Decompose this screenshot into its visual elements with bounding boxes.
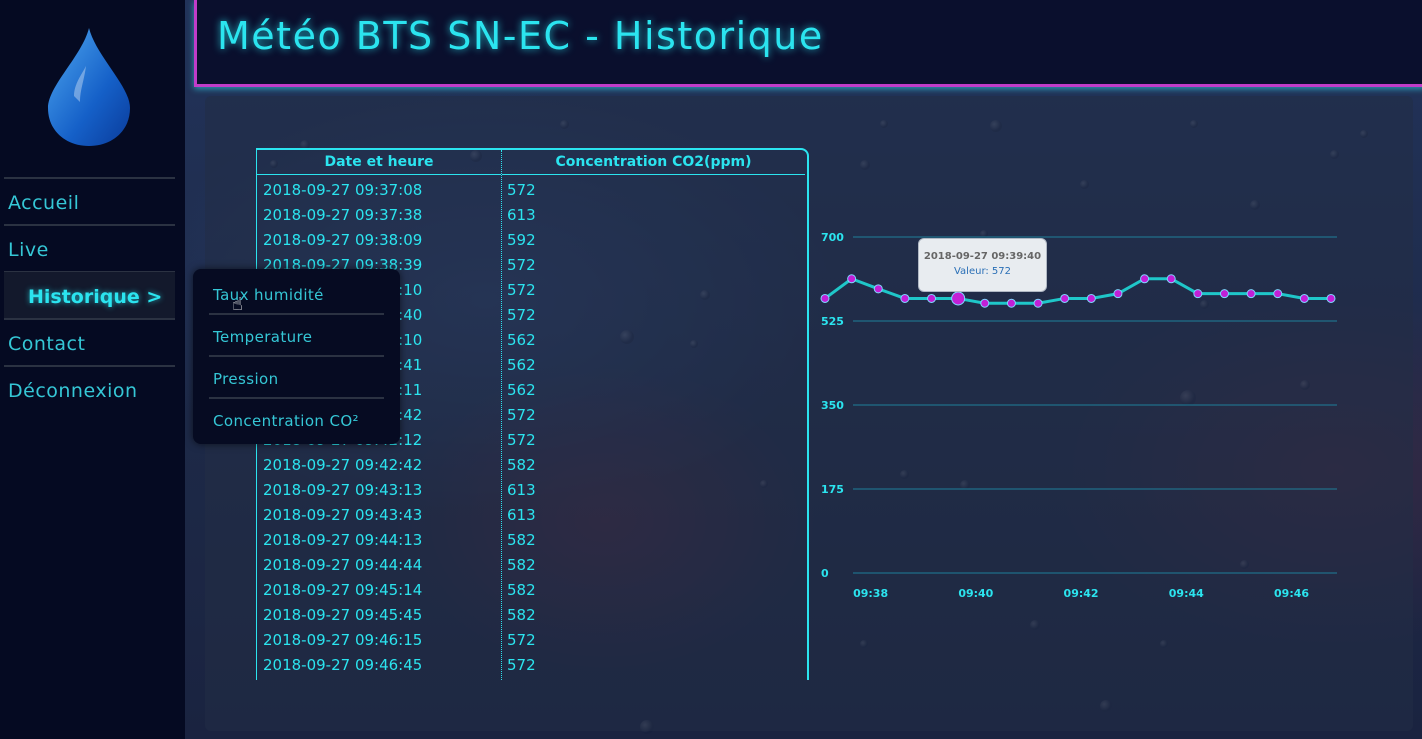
y-tick-label: 525 xyxy=(821,315,844,328)
table-cell-value: 582 xyxy=(507,606,536,624)
submenu-divider xyxy=(209,313,384,315)
historique-submenu: Taux humidité Temperature Pression Conce… xyxy=(193,269,400,444)
table-cell-value: 562 xyxy=(507,356,536,374)
x-tick-label: 09:46 xyxy=(1274,587,1309,600)
table-cell-date: 2018-09-27 09:43:13 xyxy=(263,481,423,499)
page-title: Météo BTS SN-EC - Historique xyxy=(217,14,824,58)
table-cell-value: 572 xyxy=(507,181,536,199)
data-point[interactable] xyxy=(1140,274,1150,284)
table-cell-value: 582 xyxy=(507,531,536,549)
table-cell-value: 572 xyxy=(507,256,536,274)
column-divider xyxy=(501,150,503,680)
table-header-co2: Concentration CO2(ppm) xyxy=(502,150,805,175)
data-point[interactable] xyxy=(1006,298,1016,308)
table-cell-value: 592 xyxy=(507,231,536,249)
table-cell-date: 2018-09-27 09:46:15 xyxy=(263,631,423,649)
table-cell-date: 2018-09-27 09:42:42 xyxy=(263,456,423,474)
x-tick-label: 09:42 xyxy=(1064,587,1099,600)
data-point[interactable] xyxy=(1113,289,1123,299)
nav-deconnexion[interactable]: Déconnexion xyxy=(8,380,138,402)
data-point[interactable] xyxy=(1166,274,1176,284)
nav-historique[interactable]: Historique > xyxy=(4,272,175,320)
submenu-divider xyxy=(209,355,384,357)
tooltip-value: Valeur: 572 xyxy=(953,266,1012,277)
submenu-item-temperature[interactable]: Temperature xyxy=(213,328,313,346)
table-cell-value: 582 xyxy=(507,456,536,474)
y-tick-label: 350 xyxy=(821,399,844,412)
data-point[interactable] xyxy=(951,291,966,306)
table-cell-date: 2018-09-27 09:43:43 xyxy=(263,506,423,524)
page-header: Météo BTS SN-EC - Historique xyxy=(194,0,1422,87)
table-cell-date: 2018-09-27 09:44:44 xyxy=(263,556,423,574)
nav-contact[interactable]: Contact xyxy=(8,333,86,355)
sidebar: Accueil Live Historique > Contact Déconn… xyxy=(0,0,185,739)
submenu-item-humidite[interactable]: Taux humidité xyxy=(213,286,324,304)
nav-historique-label: Historique > xyxy=(28,286,163,308)
table-cell-date: 2018-09-27 09:46:45 xyxy=(263,656,423,674)
table-cell-date: 2018-09-27 09:37:08 xyxy=(263,181,423,199)
data-point[interactable] xyxy=(927,293,937,303)
data-point[interactable] xyxy=(1326,293,1336,303)
table-cell-value: 613 xyxy=(507,481,536,499)
nav-divider xyxy=(4,318,175,320)
y-tick-label: 700 xyxy=(821,231,844,244)
data-point[interactable] xyxy=(1273,289,1283,299)
table-cell-value: 572 xyxy=(507,281,536,299)
table-cell-value: 613 xyxy=(507,206,536,224)
water-drop-logo xyxy=(48,28,130,146)
nav-divider xyxy=(4,224,175,226)
data-point[interactable] xyxy=(820,293,830,303)
table-cell-value: 582 xyxy=(507,556,536,574)
submenu-item-co2[interactable]: Concentration CO² xyxy=(213,412,359,430)
nav-divider xyxy=(4,177,175,179)
data-point[interactable] xyxy=(1060,293,1070,303)
x-tick-label: 09:44 xyxy=(1169,587,1204,600)
table-cell-value: 572 xyxy=(507,306,536,324)
data-point[interactable] xyxy=(980,298,990,308)
table-cell-value: 562 xyxy=(507,381,536,399)
data-point[interactable] xyxy=(847,274,857,284)
data-point[interactable] xyxy=(1086,293,1096,303)
y-tick-label: 175 xyxy=(821,483,844,496)
nav-accueil[interactable]: Accueil xyxy=(8,192,80,214)
table-cell-value: 572 xyxy=(507,431,536,449)
table-cell-date: 2018-09-27 09:44:13 xyxy=(263,531,423,549)
table-cell-date: 2018-09-27 09:38:09 xyxy=(263,231,423,249)
submenu-divider xyxy=(209,397,384,399)
table-cell-value: 572 xyxy=(507,406,536,424)
table-header-date: Date et heure xyxy=(257,150,501,175)
data-point[interactable] xyxy=(1193,289,1203,299)
data-point[interactable] xyxy=(1033,298,1043,308)
y-tick-label: 0 xyxy=(821,567,829,580)
table-cell-value: 613 xyxy=(507,506,536,524)
table-cell-date: 2018-09-27 09:45:45 xyxy=(263,606,423,624)
nav-live[interactable]: Live xyxy=(8,239,49,261)
tooltip-date: 2018-09-27 09:39:40 xyxy=(923,251,1042,262)
co2-line-chart: 0 175 350 525 700 09:38 09:40 09:42 09:44 09:46 xyxy=(820,231,1337,600)
table-cell-value: 572 xyxy=(507,631,536,649)
data-point[interactable] xyxy=(873,284,883,294)
data-point[interactable] xyxy=(900,293,910,303)
submenu-item-pression[interactable]: Pression xyxy=(213,370,279,388)
table-cell-date: 2018-09-27 09:37:38 xyxy=(263,206,423,224)
content-panel xyxy=(205,96,1413,731)
table-cell-value: 562 xyxy=(507,331,536,349)
data-point[interactable] xyxy=(1219,289,1229,299)
table-cell-value: 582 xyxy=(507,581,536,599)
x-tick-label: 09:38 xyxy=(853,587,888,600)
nav-divider xyxy=(4,365,175,367)
x-tick-label: 09:40 xyxy=(958,587,993,600)
chart-tooltip: 2018-09-27 09:39:40 Valeur: 572 xyxy=(918,238,1047,292)
table-cell-value: 572 xyxy=(507,656,536,674)
data-point[interactable] xyxy=(1246,289,1256,299)
data-point[interactable] xyxy=(1299,293,1309,303)
hand-cursor-icon: ☝ xyxy=(232,294,243,315)
table-cell-date: 2018-09-27 09:45:14 xyxy=(263,581,423,599)
